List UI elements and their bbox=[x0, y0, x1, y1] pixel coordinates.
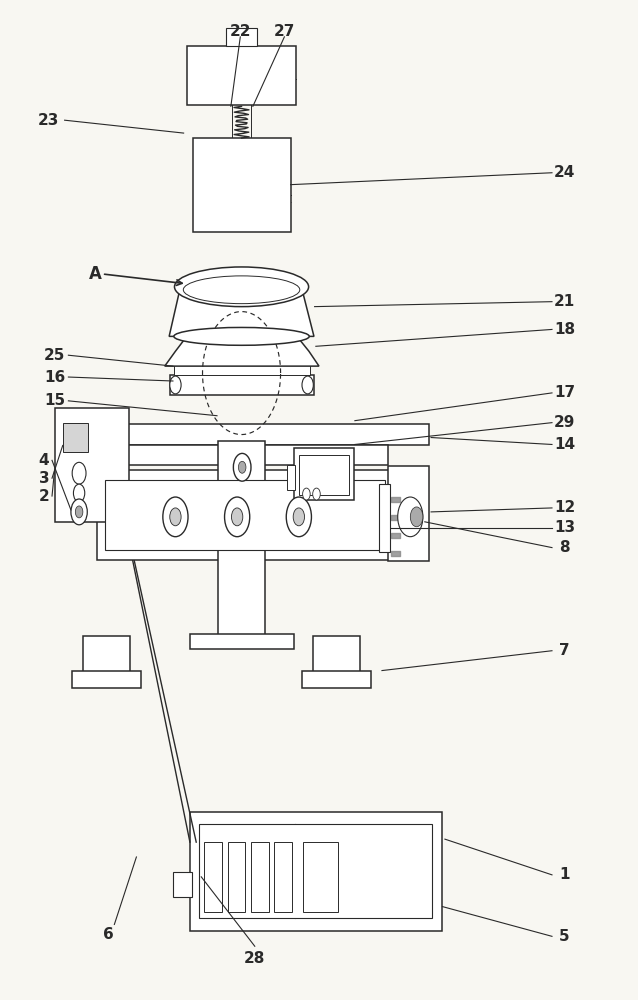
Circle shape bbox=[225, 497, 249, 537]
Circle shape bbox=[170, 508, 181, 526]
Text: 23: 23 bbox=[38, 113, 59, 128]
Text: 13: 13 bbox=[554, 520, 575, 535]
Text: A: A bbox=[89, 265, 102, 283]
Circle shape bbox=[71, 499, 87, 525]
Circle shape bbox=[75, 506, 83, 518]
Text: 1: 1 bbox=[560, 867, 570, 882]
Circle shape bbox=[313, 488, 320, 500]
Bar bbox=[199, 824, 433, 918]
Text: 18: 18 bbox=[554, 322, 575, 337]
Bar bbox=[379, 484, 390, 552]
Ellipse shape bbox=[174, 327, 309, 345]
Bar bbox=[251, 842, 269, 912]
Text: 7: 7 bbox=[560, 643, 570, 658]
Circle shape bbox=[302, 376, 313, 394]
Bar bbox=[83, 636, 130, 674]
Circle shape bbox=[302, 488, 310, 500]
Bar bbox=[105, 480, 385, 550]
Text: 16: 16 bbox=[44, 370, 65, 385]
Circle shape bbox=[72, 462, 86, 484]
Circle shape bbox=[410, 507, 423, 527]
Polygon shape bbox=[169, 287, 314, 336]
Bar bbox=[190, 812, 441, 931]
Bar bbox=[303, 842, 338, 912]
Bar bbox=[121, 445, 389, 465]
Bar bbox=[80, 424, 429, 445]
Bar bbox=[204, 842, 222, 912]
Text: 14: 14 bbox=[554, 437, 575, 452]
Bar bbox=[63, 423, 88, 452]
Text: 15: 15 bbox=[44, 393, 65, 408]
Circle shape bbox=[73, 484, 85, 502]
Text: 5: 5 bbox=[560, 929, 570, 944]
Circle shape bbox=[163, 497, 188, 537]
Ellipse shape bbox=[174, 267, 309, 307]
Bar bbox=[313, 636, 360, 674]
Bar bbox=[218, 440, 265, 644]
Bar bbox=[187, 46, 296, 105]
Text: 3: 3 bbox=[38, 471, 49, 486]
Bar bbox=[193, 138, 291, 232]
Text: 17: 17 bbox=[554, 385, 575, 400]
Text: 21: 21 bbox=[554, 294, 575, 309]
Bar bbox=[294, 448, 353, 500]
Circle shape bbox=[170, 376, 181, 394]
Bar bbox=[72, 671, 142, 688]
Text: 2: 2 bbox=[38, 489, 49, 504]
Bar bbox=[173, 872, 192, 897]
Circle shape bbox=[239, 461, 246, 473]
Bar bbox=[54, 408, 129, 522]
Bar bbox=[302, 671, 371, 688]
Bar bbox=[190, 634, 294, 649]
Circle shape bbox=[293, 508, 304, 526]
Text: 29: 29 bbox=[554, 415, 575, 430]
Ellipse shape bbox=[183, 276, 300, 304]
Text: 22: 22 bbox=[230, 24, 251, 39]
Bar bbox=[226, 28, 257, 46]
Text: 8: 8 bbox=[560, 540, 570, 555]
Text: 25: 25 bbox=[44, 348, 65, 363]
Bar bbox=[170, 375, 314, 395]
Text: 24: 24 bbox=[554, 165, 575, 180]
Text: 12: 12 bbox=[554, 500, 575, 515]
Circle shape bbox=[286, 497, 311, 537]
Bar bbox=[299, 455, 349, 495]
Bar bbox=[228, 842, 246, 912]
Bar bbox=[97, 470, 424, 560]
Text: 6: 6 bbox=[103, 927, 114, 942]
Circle shape bbox=[232, 508, 243, 526]
Text: 4: 4 bbox=[38, 453, 49, 468]
Bar bbox=[174, 361, 309, 375]
Bar bbox=[274, 842, 292, 912]
Text: 28: 28 bbox=[244, 951, 265, 966]
Bar bbox=[389, 466, 429, 561]
Circle shape bbox=[397, 497, 423, 537]
Bar bbox=[287, 465, 295, 490]
Polygon shape bbox=[165, 336, 319, 366]
Circle shape bbox=[234, 453, 251, 481]
Text: 27: 27 bbox=[274, 24, 295, 39]
